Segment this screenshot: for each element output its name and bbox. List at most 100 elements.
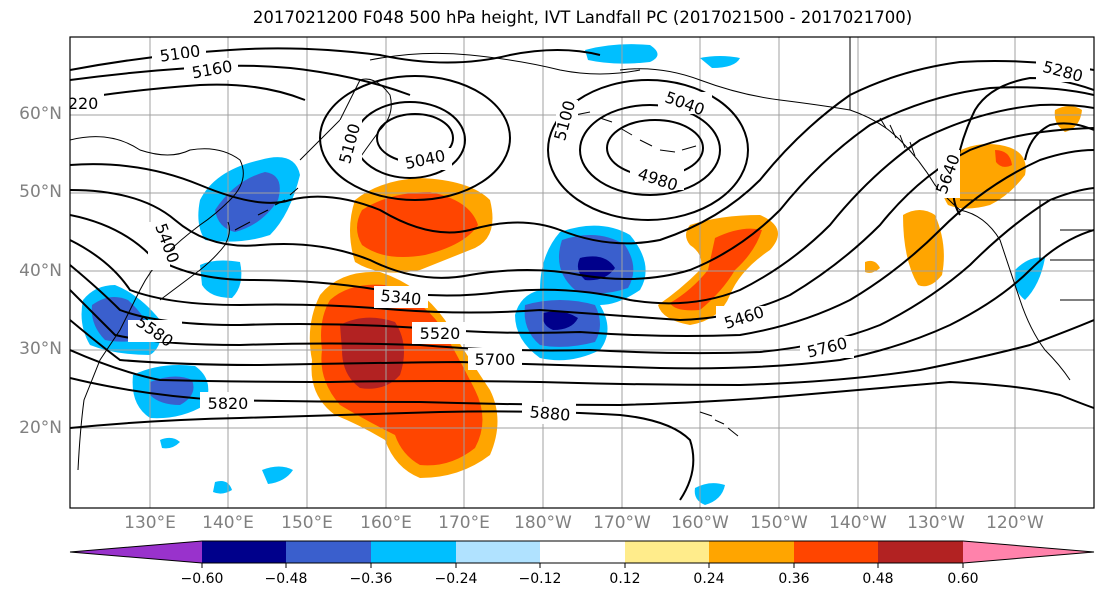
colorbar-tick-label: 0.24 [693, 571, 725, 587]
contour-labels: 5100 5160 5220 5100 5040 5100 5040 4980 … [58, 41, 1090, 425]
map-title: 2017021200 F048 500 hPa height, IVT Land… [252, 8, 913, 27]
colorbar-tick-label: 0.12 [609, 571, 641, 587]
lon-label: 140°E [202, 513, 254, 533]
lon-label: 180°W [514, 513, 572, 533]
contour-line [70, 187, 1094, 355]
colorbar-tick-label: 0.48 [862, 571, 894, 587]
colorbar-tick-label: −0.24 [434, 571, 478, 587]
ivt-negative-region [160, 437, 180, 449]
coast-aleutians [574, 111, 697, 153]
ivt-negative-region [262, 466, 293, 484]
ivt-positive-region [1054, 106, 1082, 132]
lon-label: 160°E [360, 513, 412, 533]
contour-label-group: 5520 [412, 322, 466, 344]
contour-label-group: 5040 [398, 146, 452, 173]
ivt-negative-region [1014, 257, 1045, 300]
lon-label: 130°E [124, 513, 176, 533]
colorbar-tick-label: −0.60 [180, 571, 224, 587]
ivt-negative-region [542, 311, 578, 330]
colorbar-segment [371, 541, 456, 563]
contour-line [70, 83, 306, 101]
ivt-negative-region [577, 256, 615, 281]
map-frame [69, 36, 1095, 509]
coast-asia [70, 136, 244, 471]
contour-line [70, 410, 695, 501]
coast-hawaii [699, 411, 739, 437]
contour-label-group: 5460 [716, 302, 770, 333]
contour-label-group: 5100 [550, 98, 579, 148]
colorbar-segment [70, 541, 202, 563]
contour-line [70, 86, 1094, 280]
colorbar-segment [709, 541, 794, 563]
lon-label: 170°W [593, 513, 651, 533]
contour-label: 5220 [58, 94, 99, 113]
lat-label-30n: 30°N [19, 339, 62, 359]
height-contours [70, 47, 1094, 501]
contour-label: 5700 [475, 350, 516, 369]
contour-label-group: 5220 [58, 92, 104, 114]
contour-line [70, 319, 1094, 387]
lon-label: 160°W [671, 513, 729, 533]
colorbar-segment [878, 541, 963, 563]
lon-label: 120°W [986, 513, 1044, 533]
contour-line [70, 127, 1094, 322]
contour-line [70, 64, 411, 96]
colorbar-segment [963, 541, 1094, 563]
contour-label-group: 5340 [374, 286, 428, 309]
colorbar-tick-label: −0.36 [349, 571, 393, 587]
lat-label-20n: 20°N [19, 418, 62, 438]
colorbar-segment [202, 541, 286, 563]
ivt-positive-region [357, 192, 478, 258]
lat-label-60n: 60°N [19, 104, 62, 124]
contour-line [319, 75, 511, 201]
colorbar-tick-label: −0.48 [264, 571, 308, 587]
contour-label: 5520 [420, 324, 461, 343]
coast-japan [159, 221, 230, 301]
lon-label: 170°E [438, 513, 490, 533]
colorbar-tick-label: 0.36 [778, 571, 810, 587]
contour-label-group: 5400 [148, 221, 183, 270]
contour-line [70, 60, 1094, 245]
colorbar [69, 540, 1095, 568]
ivt-negative-region [694, 483, 725, 505]
contour-label-group: 5700 [468, 348, 522, 370]
contour-label-group: 4980 [630, 164, 684, 195]
contour-label-group: 5820 [200, 392, 254, 414]
contour-line [70, 103, 1094, 305]
contour-label: 5880 [529, 402, 571, 424]
ivt-positive-region [865, 260, 880, 273]
lat-label-50n: 50°N [19, 182, 62, 202]
contour-label-group: 5100 [335, 120, 364, 168]
ivt-positive-region [670, 228, 762, 311]
border-states [1039, 200, 1094, 301]
colorbar-segment [540, 541, 625, 563]
lat-label-40n: 40°N [19, 261, 62, 281]
lon-label: 150°E [281, 513, 333, 533]
lon-label: 150°W [750, 513, 808, 533]
coast-bc-islands [879, 117, 916, 157]
contour-line [547, 79, 749, 221]
colorbar-tick-label: 0.60 [947, 571, 979, 587]
colorbar-segment [456, 541, 540, 563]
contour-line [1024, 122, 1094, 161]
contour-label-group: 5640 [932, 150, 964, 198]
ivt-positive-region [903, 210, 944, 287]
contour-line [579, 104, 721, 196]
ivt-negative-region [585, 44, 658, 64]
colorbar-tick-label: −0.12 [518, 571, 562, 587]
contour-label: 5340 [380, 286, 422, 309]
colorbar-segment [625, 541, 709, 563]
contour-line [70, 149, 1094, 337]
coast-bering [369, 52, 641, 75]
contour-label: 5820 [208, 394, 249, 413]
ivt-negative-region [700, 56, 740, 68]
ivt-positive-region [995, 150, 1012, 167]
colorbar-segment [794, 541, 878, 563]
contour-label-group: 5880 [522, 402, 576, 425]
colorbar-segment [286, 541, 371, 563]
contour-label-group: 5760 [800, 333, 854, 362]
contour-line [70, 229, 1094, 370]
coast-alaska [619, 68, 961, 211]
coast-namerica [959, 209, 1071, 381]
